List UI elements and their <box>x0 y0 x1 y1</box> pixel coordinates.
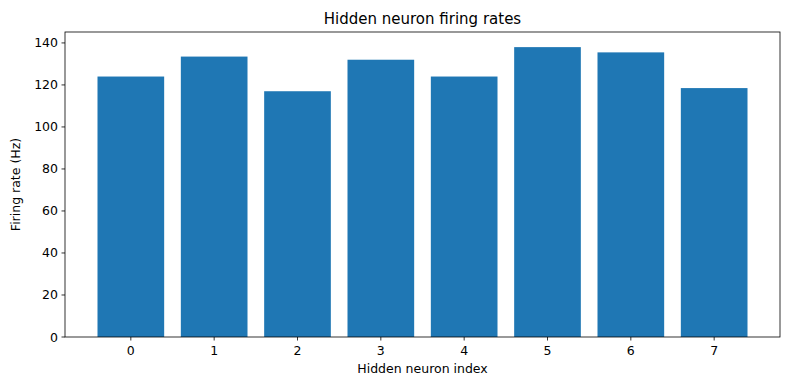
bars <box>98 47 748 337</box>
y-tick <box>62 294 66 295</box>
x-tick <box>130 337 131 341</box>
y-tick-label: 0 <box>50 330 58 345</box>
plot-frame <box>65 32 780 337</box>
bar <box>98 77 165 337</box>
y-tick <box>62 84 66 85</box>
y-tick <box>62 42 66 43</box>
y-tick-label: 100 <box>34 119 58 134</box>
y-tick-label: 80 <box>42 161 58 176</box>
background <box>0 0 790 390</box>
y-tick-label: 40 <box>42 245 58 260</box>
bar <box>514 47 581 337</box>
y-tick-label: 140 <box>34 35 58 50</box>
title: Hidden neuron firing rates <box>324 10 522 28</box>
y-tick-label: 20 <box>42 287 58 302</box>
y-tick-label: 60 <box>42 203 58 218</box>
y-tick <box>62 210 66 211</box>
x-tick-label: 2 <box>294 343 302 358</box>
x-tick <box>380 337 381 341</box>
x-tick <box>464 337 465 341</box>
x-tick <box>547 337 548 341</box>
y-tick <box>62 337 66 338</box>
x-tick <box>630 337 631 341</box>
x-tick <box>297 337 298 341</box>
x-tick <box>214 337 215 341</box>
x-tick-label: 7 <box>710 343 718 358</box>
x-tick-label: 4 <box>460 343 468 358</box>
x-tick-label: 3 <box>377 343 385 358</box>
chart-svg: 0 20 40 60 80 100 120 140 0 1 2 3 4 5 6 7 Hidden neuron … <box>0 0 790 390</box>
bar <box>264 91 331 337</box>
y-tick-label: 120 <box>34 77 58 92</box>
bar <box>598 52 665 337</box>
bar <box>681 88 748 337</box>
bar <box>181 57 248 337</box>
x-axis-label: Hidden neuron index <box>357 361 487 376</box>
y-tick <box>62 168 66 169</box>
y-axis-label: Firing rate (Hz) <box>8 138 23 231</box>
bar <box>431 77 498 337</box>
x-tick-label: 6 <box>627 343 635 358</box>
x-tick <box>714 337 715 341</box>
y-tick <box>62 126 66 127</box>
x-tick-label: 0 <box>127 343 135 358</box>
chart-container: 0 20 40 60 80 100 120 140 0 1 2 3 4 5 6 7 Hidden neuron … <box>0 0 790 390</box>
x-tick-label: 5 <box>544 343 552 358</box>
y-tick <box>62 252 66 253</box>
bar <box>348 60 415 337</box>
x-tick-label: 1 <box>210 343 218 358</box>
